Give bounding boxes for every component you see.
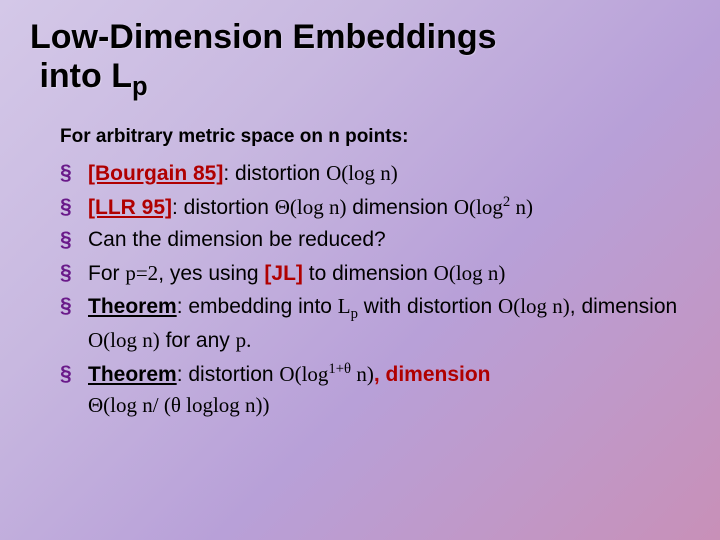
math-pdot: p.: [236, 328, 252, 352]
math-p2: p=2: [125, 261, 158, 285]
math-olog1t-pre: O(log: [279, 362, 328, 386]
ref-llr: [LLR 95]: [88, 196, 172, 219]
slide-title: Low-Dimension Embeddings into Lp: [30, 18, 690, 102]
list-item: Theorem: embedding into Lp with distorti…: [60, 291, 690, 357]
text-colon-dist: : distortion: [177, 363, 280, 386]
text-for: For: [88, 262, 125, 285]
slide: Low-Dimension Embeddings into Lp For arb…: [0, 0, 720, 540]
text-yes-using: , yes using: [158, 262, 264, 285]
list-item: Can the dimension be reduced?: [60, 225, 690, 255]
bullet-list: [Bourgain 85]: distortion O(log n) [LLR …: [30, 158, 690, 422]
math-sup1t: 1+θ: [328, 361, 351, 377]
ref-jl: [JL]: [264, 262, 303, 285]
theorem-label: Theorem: [88, 295, 177, 318]
intro-text: For arbitrary metric space on n points:: [60, 126, 690, 148]
text-dimension: dimension: [346, 196, 453, 219]
text-dim-lower: dimension: [581, 295, 677, 318]
list-item: [LLR 95]: distortion Θ(log n) dimension …: [60, 192, 690, 223]
text-comma: ,: [570, 295, 582, 318]
text-distortion: : distortion: [223, 162, 326, 185]
math-olog2n-pre: O(log: [454, 195, 503, 219]
math-L: L: [338, 294, 351, 318]
math-olog1t-post: n): [351, 362, 374, 386]
text-comma-dim: , dimension: [374, 363, 491, 386]
math-p: p: [351, 306, 358, 322]
math-ologn: O(log n): [88, 328, 160, 352]
text-for-any: for any: [160, 329, 236, 352]
list-item: For p=2, yes using [JL] to dimension O(l…: [60, 258, 690, 289]
text-to-dim: to dimension: [303, 262, 434, 285]
math-thetalast: Θ(log n/ (θ loglog n)): [88, 393, 270, 417]
theorem-label: Theorem: [88, 363, 177, 386]
math-ologn: O(log n): [498, 294, 570, 318]
list-item: Theorem: distortion O(log1+θ n), dimensi…: [60, 359, 690, 422]
title-line2-sub: p: [132, 73, 148, 101]
math-ologn: O(log n): [326, 161, 398, 185]
math-thetalogn: Θ(log n): [275, 195, 347, 219]
math-olog2n-post: n): [510, 195, 533, 219]
list-item: [Bourgain 85]: distortion O(log n): [60, 158, 690, 189]
math-ologn: O(log n): [434, 261, 506, 285]
text-can-reduce: Can the dimension be reduced?: [88, 228, 386, 251]
title-line2-prefix: into L: [39, 57, 132, 95]
text-emb-into: : embedding into: [177, 295, 338, 318]
text-distortion: : distortion: [172, 196, 275, 219]
title-line1: Low-Dimension Embeddings: [30, 18, 497, 56]
text-with-dist: with distortion: [358, 295, 498, 318]
ref-bourgain: [Bourgain 85]: [88, 162, 223, 185]
